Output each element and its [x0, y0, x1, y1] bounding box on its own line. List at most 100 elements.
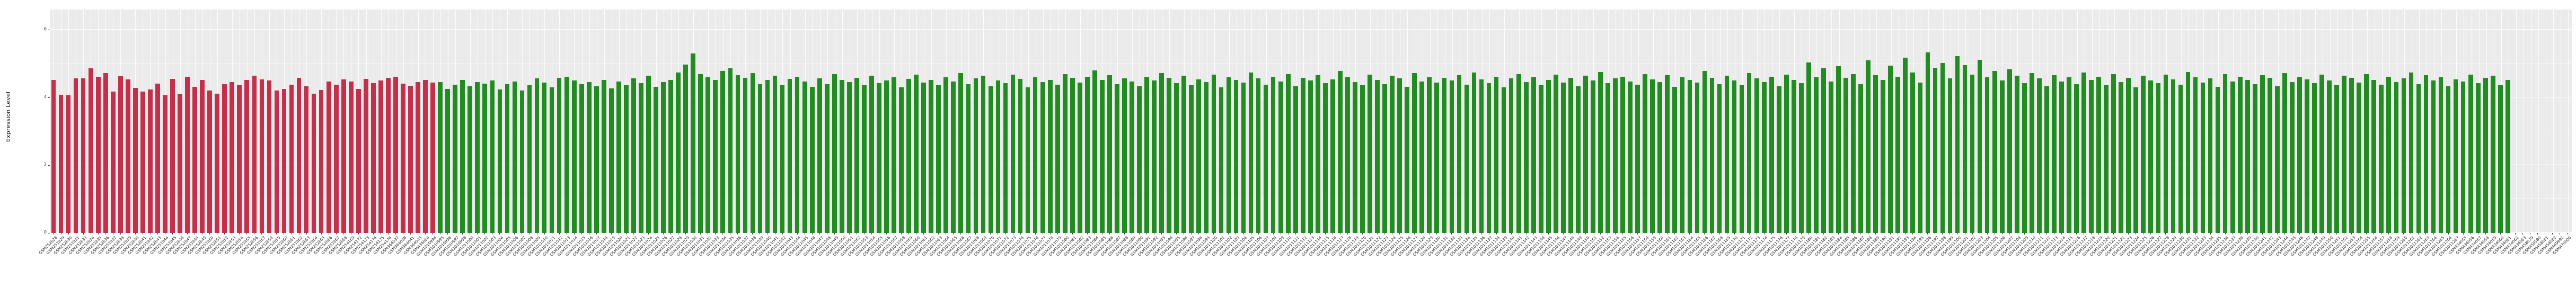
- bar-slot[interactable]: [2103, 10, 2110, 233]
- bar-slot[interactable]: [2526, 10, 2534, 233]
- bar-slot[interactable]: [935, 10, 942, 233]
- bar-slot[interactable]: [1775, 10, 1783, 233]
- bar-slot[interactable]: [1708, 10, 1716, 233]
- bar[interactable]: [906, 79, 911, 233]
- bar-slot[interactable]: [2564, 10, 2571, 233]
- bar-slot[interactable]: [2110, 10, 2118, 233]
- bar[interactable]: [735, 75, 740, 233]
- bar-slot[interactable]: [1203, 10, 1210, 233]
- bar[interactable]: [2416, 84, 2421, 233]
- bar[interactable]: [416, 82, 420, 233]
- bar[interactable]: [1055, 84, 1060, 233]
- bar[interactable]: [1486, 83, 1492, 233]
- bar-slot[interactable]: [645, 10, 652, 233]
- bar[interactable]: [2007, 69, 2012, 233]
- bar-slot[interactable]: [980, 10, 987, 233]
- bar[interactable]: [1025, 87, 1030, 233]
- bar-slot[interactable]: [459, 10, 466, 233]
- bar-slot[interactable]: [615, 10, 622, 233]
- bar[interactable]: [1851, 74, 1856, 233]
- bar-slot[interactable]: [1069, 10, 1076, 233]
- bar[interactable]: [519, 91, 525, 233]
- bar[interactable]: [1687, 80, 1692, 233]
- bar[interactable]: [401, 84, 405, 233]
- bar[interactable]: [1308, 80, 1313, 233]
- bar-slot[interactable]: [1351, 10, 1358, 233]
- bar-slot[interactable]: [1745, 10, 1753, 233]
- bar[interactable]: [1836, 66, 1841, 233]
- bar[interactable]: [2111, 74, 2116, 233]
- bar-slot[interactable]: [749, 10, 756, 233]
- bar-slot[interactable]: [2266, 10, 2273, 233]
- bar-slot[interactable]: [2221, 10, 2229, 233]
- bar-slot[interactable]: [1166, 10, 1173, 233]
- bar[interactable]: [1918, 83, 1923, 233]
- bar-slot[interactable]: [1002, 10, 1009, 233]
- bar-slot[interactable]: [957, 10, 965, 233]
- bar-slot[interactable]: [637, 10, 645, 233]
- bar-slot[interactable]: [489, 10, 496, 233]
- bar-slot[interactable]: [1537, 10, 1545, 233]
- bar[interactable]: [1412, 73, 1417, 233]
- bar-slot[interactable]: [2236, 10, 2244, 233]
- bar[interactable]: [1955, 56, 1960, 233]
- bar[interactable]: [2446, 86, 2451, 233]
- bar-slot[interactable]: [2288, 10, 2296, 233]
- bar-slot[interactable]: [1381, 10, 1389, 233]
- bar-slot[interactable]: [526, 10, 533, 233]
- bar-slot[interactable]: [1760, 10, 1768, 233]
- bar-slot[interactable]: [437, 10, 444, 233]
- bar[interactable]: [1077, 83, 1082, 233]
- bar[interactable]: [140, 92, 145, 233]
- bar-slot[interactable]: [1121, 10, 1128, 233]
- bar-slot[interactable]: [2214, 10, 2221, 233]
- bar[interactable]: [319, 90, 324, 233]
- bar-slot[interactable]: [2006, 10, 2013, 233]
- bar-slot[interactable]: [1389, 10, 1396, 233]
- bar-slot[interactable]: [2118, 10, 2125, 233]
- bar[interactable]: [1791, 80, 1796, 233]
- bar-slot[interactable]: [1574, 10, 1582, 233]
- bar[interactable]: [1419, 81, 1425, 233]
- bar[interactable]: [847, 82, 852, 233]
- bar[interactable]: [2401, 78, 2406, 233]
- bar[interactable]: [490, 80, 495, 233]
- bar-slot[interactable]: [2028, 10, 2035, 233]
- bar-slot[interactable]: [2199, 10, 2207, 233]
- bar-slot[interactable]: [1731, 10, 1738, 233]
- bar[interactable]: [1107, 75, 1112, 233]
- bar[interactable]: [2431, 80, 2436, 233]
- bar-slot[interactable]: [1857, 10, 1865, 233]
- bar[interactable]: [802, 81, 807, 233]
- bar-slot[interactable]: [444, 10, 452, 233]
- bar[interactable]: [1159, 73, 1165, 233]
- bar[interactable]: [527, 85, 532, 233]
- bar-slot[interactable]: [1470, 10, 1478, 233]
- bar-slot[interactable]: [87, 10, 94, 233]
- bar-slot[interactable]: [734, 10, 742, 233]
- bar[interactable]: [2059, 81, 2064, 233]
- bar-slot[interactable]: [94, 10, 102, 233]
- bar[interactable]: [1546, 80, 1551, 233]
- bar[interactable]: [639, 83, 643, 233]
- bar-slot[interactable]: [1091, 10, 1098, 233]
- bar[interactable]: [2364, 74, 2369, 233]
- bar[interactable]: [259, 79, 264, 233]
- bar[interactable]: [1122, 78, 1127, 233]
- bar[interactable]: [2089, 80, 2094, 233]
- bar[interactable]: [995, 80, 1001, 233]
- bar-slot[interactable]: [860, 10, 868, 233]
- bar[interactable]: [1204, 82, 1209, 233]
- bar-slot[interactable]: [2058, 10, 2065, 233]
- bar-slot[interactable]: [466, 10, 474, 233]
- bar-slot[interactable]: [1597, 10, 1604, 233]
- bar[interactable]: [676, 72, 681, 233]
- bar[interactable]: [1568, 78, 1573, 233]
- bar[interactable]: [1003, 83, 1008, 233]
- bar-slot[interactable]: [831, 10, 838, 233]
- bar-slot[interactable]: [280, 10, 288, 233]
- bar[interactable]: [2394, 82, 2399, 233]
- bar[interactable]: [1761, 82, 1767, 233]
- bar-slot[interactable]: [712, 10, 719, 233]
- bar-slot[interactable]: [1604, 10, 1612, 233]
